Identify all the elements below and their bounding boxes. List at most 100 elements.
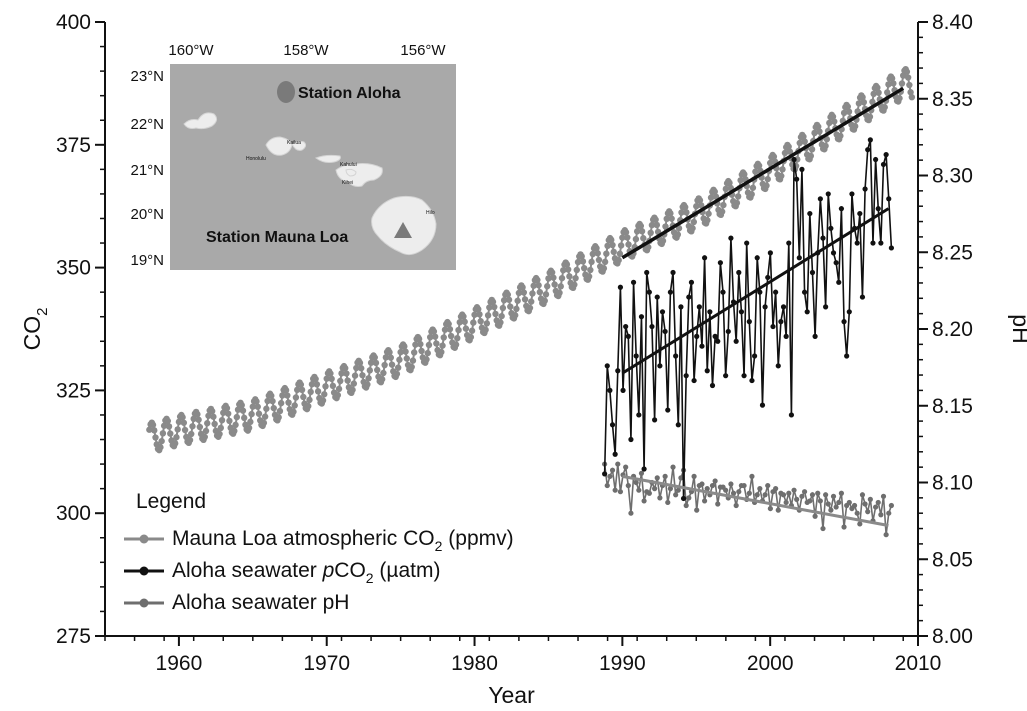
- mauna-loa-point: [239, 407, 247, 414]
- aloha-pco2-point: [830, 250, 837, 256]
- mauna-loa-point: [593, 244, 600, 252]
- mauna-loa-point: [263, 405, 270, 412]
- mauna-loa-point: [146, 426, 153, 433]
- mauna-loa-point: [855, 100, 863, 107]
- mauna-loa-point: [261, 413, 269, 420]
- aloha-pco2-point: [628, 436, 634, 443]
- aloha-pco2-point: [778, 319, 784, 325]
- mauna-loa-point: [571, 281, 578, 288]
- aloha-ph-point: [646, 490, 652, 496]
- mauna-loa-point: [468, 327, 476, 334]
- aloha-ph-point: [604, 482, 610, 489]
- mauna-loa-point: [314, 388, 322, 395]
- mauna-loa-point: [356, 359, 364, 367]
- aloha-pco2-point: [620, 387, 626, 393]
- mauna-loa-point: [194, 411, 201, 418]
- mauna-loa-point: [152, 434, 159, 441]
- mauna-loa-point: [587, 266, 594, 274]
- aloha-ph-point: [712, 478, 718, 484]
- mauna-loa-point: [563, 261, 571, 268]
- aloha-ph-point: [854, 510, 860, 516]
- legend-swatch-marker: [139, 598, 149, 608]
- aloha-ph-point: [709, 482, 716, 489]
- legend-label-part: CO: [334, 559, 366, 582]
- map-island: [345, 168, 357, 177]
- mauna-loa-point: [888, 75, 896, 82]
- aloha-pco2-point: [809, 269, 816, 276]
- aloha-ph-point: [801, 489, 808, 495]
- mauna-loa-point: [476, 311, 483, 318]
- mauna-loa-point: [770, 153, 778, 160]
- mauna-loa-point: [308, 381, 316, 388]
- aloha-pco2-point: [691, 377, 697, 384]
- aloha-pco2-point: [846, 309, 852, 315]
- mauna-loa-point: [204, 420, 211, 427]
- mauna-loa-point: [337, 377, 344, 385]
- mauna-loa-point: [205, 412, 212, 419]
- mauna-loa-point: [423, 356, 430, 363]
- aloha-pco2-point: [725, 328, 731, 335]
- legend-swatch-marker: [139, 534, 149, 544]
- aloha-ph-point: [636, 487, 642, 493]
- aloha-ph-point: [880, 493, 887, 499]
- mauna-loa-point: [402, 348, 409, 355]
- aloha-pco2-point: [709, 382, 716, 389]
- mauna-loa-point: [264, 397, 271, 405]
- mauna-loa-point: [491, 303, 498, 311]
- mauna-loa-point: [548, 269, 556, 276]
- mauna-loa-point: [907, 89, 914, 96]
- mauna-loa-point: [351, 372, 359, 379]
- aloha-pco2-point: [683, 373, 689, 379]
- mauna-loa-point: [438, 348, 445, 356]
- mauna-loa-point: [560, 267, 567, 274]
- mauna-loa-point: [831, 118, 838, 125]
- aloha-ph-point: [828, 507, 834, 513]
- mauna-loa-point: [851, 123, 859, 130]
- station-aloha-marker: [277, 81, 295, 103]
- aloha-ph-series: [602, 461, 894, 538]
- aloha-ph-point: [699, 481, 705, 487]
- mauna-loa-point: [752, 168, 759, 175]
- mauna-loa-point: [412, 341, 419, 348]
- legend-label-italic: p: [322, 559, 335, 582]
- mauna-loa-point: [545, 275, 552, 282]
- mauna-loa-point: [505, 296, 513, 303]
- mauna-loa-point: [291, 402, 298, 409]
- mauna-loa-point: [693, 203, 700, 210]
- aloha-ph-point: [794, 496, 800, 502]
- mauna-loa-point: [446, 325, 454, 333]
- map-town-label: Hilo: [426, 210, 435, 216]
- mauna-loa-point: [418, 347, 425, 355]
- aloha-pco2-point: [617, 284, 624, 290]
- mauna-loa-point: [284, 392, 291, 399]
- mauna-loa-point: [497, 319, 504, 326]
- mauna-loa-point: [188, 430, 195, 438]
- map-town-label: Honolulu: [246, 156, 266, 162]
- mauna-loa-point: [388, 361, 396, 368]
- aloha-ph-point: [886, 510, 892, 516]
- mauna-loa-point: [393, 370, 401, 378]
- mauna-loa-point: [335, 385, 343, 393]
- mauna-loa-point: [456, 319, 463, 326]
- mauna-loa-point: [574, 258, 582, 266]
- station-aloha-label: Station Aloha: [298, 85, 401, 102]
- y-left-tick-label: 350: [56, 257, 91, 280]
- aloha-pco2-point: [707, 309, 713, 315]
- y-right-tick-label: 8.35: [932, 88, 973, 111]
- mauna-loa-point: [652, 216, 659, 223]
- mauna-loa-point: [292, 394, 300, 401]
- aloha-pco2-point: [636, 412, 642, 418]
- station-mauna-loa-marker: [394, 222, 412, 238]
- aloha-ph-point: [686, 495, 692, 501]
- aloha-pco2-point: [646, 289, 652, 295]
- aloha-pco2-point: [765, 274, 771, 281]
- aloha-pco2-point: [780, 304, 787, 310]
- mauna-loa-point: [255, 410, 263, 417]
- mauna-loa-point: [245, 424, 253, 432]
- mauna-loa-point: [441, 326, 449, 333]
- mauna-loa-point: [558, 274, 566, 282]
- mauna-loa-point: [653, 221, 661, 229]
- aloha-pco2-point: [812, 333, 818, 339]
- aloha-pco2-point: [875, 206, 881, 212]
- aloha-pco2-point: [662, 328, 668, 335]
